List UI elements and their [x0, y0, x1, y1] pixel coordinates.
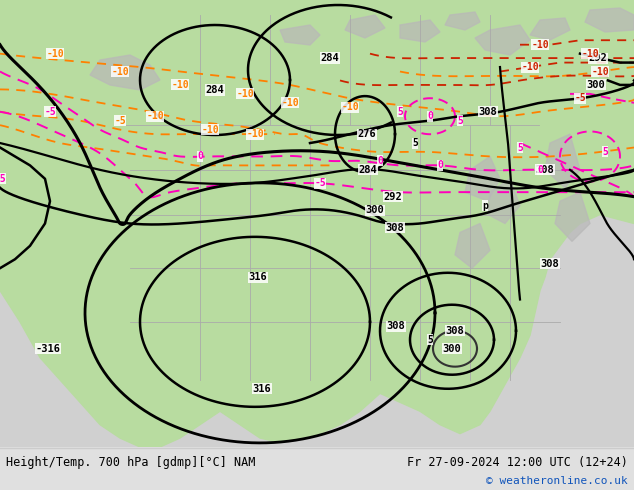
Text: 316: 316: [252, 384, 271, 394]
Polygon shape: [90, 55, 160, 90]
Text: 284: 284: [321, 53, 339, 63]
Text: -10: -10: [171, 80, 189, 90]
Polygon shape: [488, 179, 520, 223]
Text: -10: -10: [236, 89, 254, 99]
Text: 5: 5: [602, 147, 608, 157]
Polygon shape: [475, 25, 530, 55]
Text: 308: 308: [446, 326, 464, 336]
Polygon shape: [400, 20, 440, 42]
Text: 300: 300: [366, 205, 384, 215]
Polygon shape: [345, 15, 385, 38]
Polygon shape: [445, 12, 480, 30]
Text: -10: -10: [201, 124, 219, 135]
Text: -5: -5: [314, 178, 326, 188]
Text: -10: -10: [146, 111, 164, 121]
Text: 5: 5: [412, 138, 418, 148]
Text: -10: -10: [246, 129, 264, 139]
Polygon shape: [545, 134, 580, 188]
Text: 276: 276: [358, 129, 377, 139]
Text: -10: -10: [341, 102, 359, 112]
Text: Height/Temp. 700 hPa [gdmp][°C] NAM: Height/Temp. 700 hPa [gdmp][°C] NAM: [6, 456, 256, 468]
Text: 5: 5: [517, 143, 523, 152]
Text: -10: -10: [591, 67, 609, 76]
Polygon shape: [0, 0, 634, 22]
Polygon shape: [280, 25, 320, 45]
Text: 308: 308: [541, 259, 559, 269]
Polygon shape: [0, 0, 634, 447]
Text: © weatheronline.co.uk: © weatheronline.co.uk: [486, 476, 628, 487]
Text: -10: -10: [521, 62, 539, 72]
Text: 284: 284: [359, 165, 377, 175]
Text: 284: 284: [205, 85, 224, 95]
Text: 308: 308: [479, 107, 498, 117]
Polygon shape: [455, 223, 490, 268]
Text: 0: 0: [427, 111, 433, 121]
Text: 292: 292: [384, 192, 403, 202]
Text: 0: 0: [437, 160, 443, 171]
Text: 0: 0: [377, 156, 383, 166]
Text: -5: -5: [44, 107, 56, 117]
Text: 292: 292: [588, 53, 607, 63]
Polygon shape: [0, 0, 170, 42]
Polygon shape: [0, 0, 634, 447]
Text: Fr 27-09-2024 12:00 UTC (12+24): Fr 27-09-2024 12:00 UTC (12+24): [407, 456, 628, 468]
Text: 308: 308: [385, 223, 404, 233]
Text: -5: -5: [0, 174, 6, 184]
Text: 0: 0: [537, 165, 543, 175]
Text: -316: -316: [36, 343, 60, 354]
Text: -10: -10: [531, 40, 549, 49]
Text: 5: 5: [397, 107, 403, 117]
Text: 5: 5: [457, 116, 463, 126]
Text: 300: 300: [443, 343, 462, 354]
Text: 0: 0: [197, 151, 203, 161]
Polygon shape: [465, 156, 500, 201]
Text: 316: 316: [249, 272, 268, 282]
Text: 5: 5: [427, 335, 433, 345]
Text: -10: -10: [281, 98, 299, 108]
Polygon shape: [585, 8, 634, 32]
Text: -5: -5: [574, 93, 586, 103]
Text: -10: -10: [46, 49, 64, 59]
Polygon shape: [530, 18, 570, 40]
Text: -5: -5: [114, 116, 126, 126]
Text: 308: 308: [536, 165, 554, 175]
Polygon shape: [555, 192, 590, 242]
Text: p: p: [482, 200, 488, 211]
Text: -10: -10: [111, 67, 129, 76]
Text: 308: 308: [387, 321, 405, 331]
Text: -10: -10: [581, 49, 598, 59]
Text: 300: 300: [586, 80, 605, 90]
